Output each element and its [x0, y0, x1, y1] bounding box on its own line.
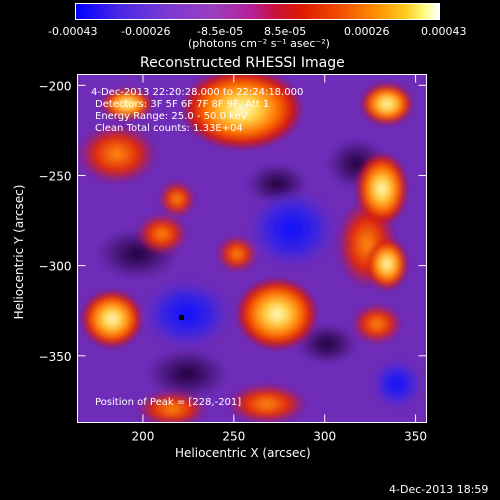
- footer-timestamp: 4-Dec-2013 18:59: [389, 483, 489, 496]
- x-tick-label: 250: [222, 430, 245, 444]
- colorbar-tick-5: 0.00043: [421, 25, 467, 38]
- min-marker: [179, 315, 184, 320]
- annotation-peak: Position of Peak = [228,-201]: [95, 397, 242, 408]
- colorbar-tick-4: 0.00026: [344, 25, 390, 38]
- y-tick-label: −250: [39, 169, 72, 183]
- annotation-time-range: 4-Dec-2013 22:20:28.000 to 22:24:18.000: [91, 87, 304, 98]
- x-tick-label: 350: [404, 430, 427, 444]
- colorbar-tick-1: -0.00026: [121, 25, 171, 38]
- colorbar-tick-3: 8.5e-05: [264, 25, 307, 38]
- y-axis-label: Heliocentric Y (arcsec): [12, 184, 26, 320]
- colorbar: [75, 3, 440, 20]
- y-tick-label: −350: [39, 350, 72, 364]
- y-tick-label: −300: [39, 260, 72, 274]
- annotation-clean: Clean Total counts: 1.33E+04: [95, 123, 243, 134]
- plot-area: 4-Dec-2013 22:20:28.000 to 22:24:18.000 …: [77, 74, 426, 422]
- colorbar-tick-2: -8.5e-05: [197, 25, 244, 38]
- y-tick-label: −200: [39, 79, 72, 93]
- chart-title: Reconstructed RHESSI Image: [140, 55, 345, 71]
- annotation-detectors: Detectors: 3F 5F 6F 7F 8F 9F, Att 1: [95, 99, 270, 110]
- colorbar-units: (photons cm⁻² s⁻¹ asec⁻²): [188, 37, 330, 50]
- colorbar-tick-0: -0.00043: [48, 25, 98, 38]
- x-axis-label: Heliocentric X (arcsec): [175, 446, 311, 460]
- x-tick-label: 300: [313, 430, 336, 444]
- x-tick-label: 200: [131, 430, 154, 444]
- annotation-energy: Energy Range: 25.0 - 50.0 keV: [95, 111, 248, 122]
